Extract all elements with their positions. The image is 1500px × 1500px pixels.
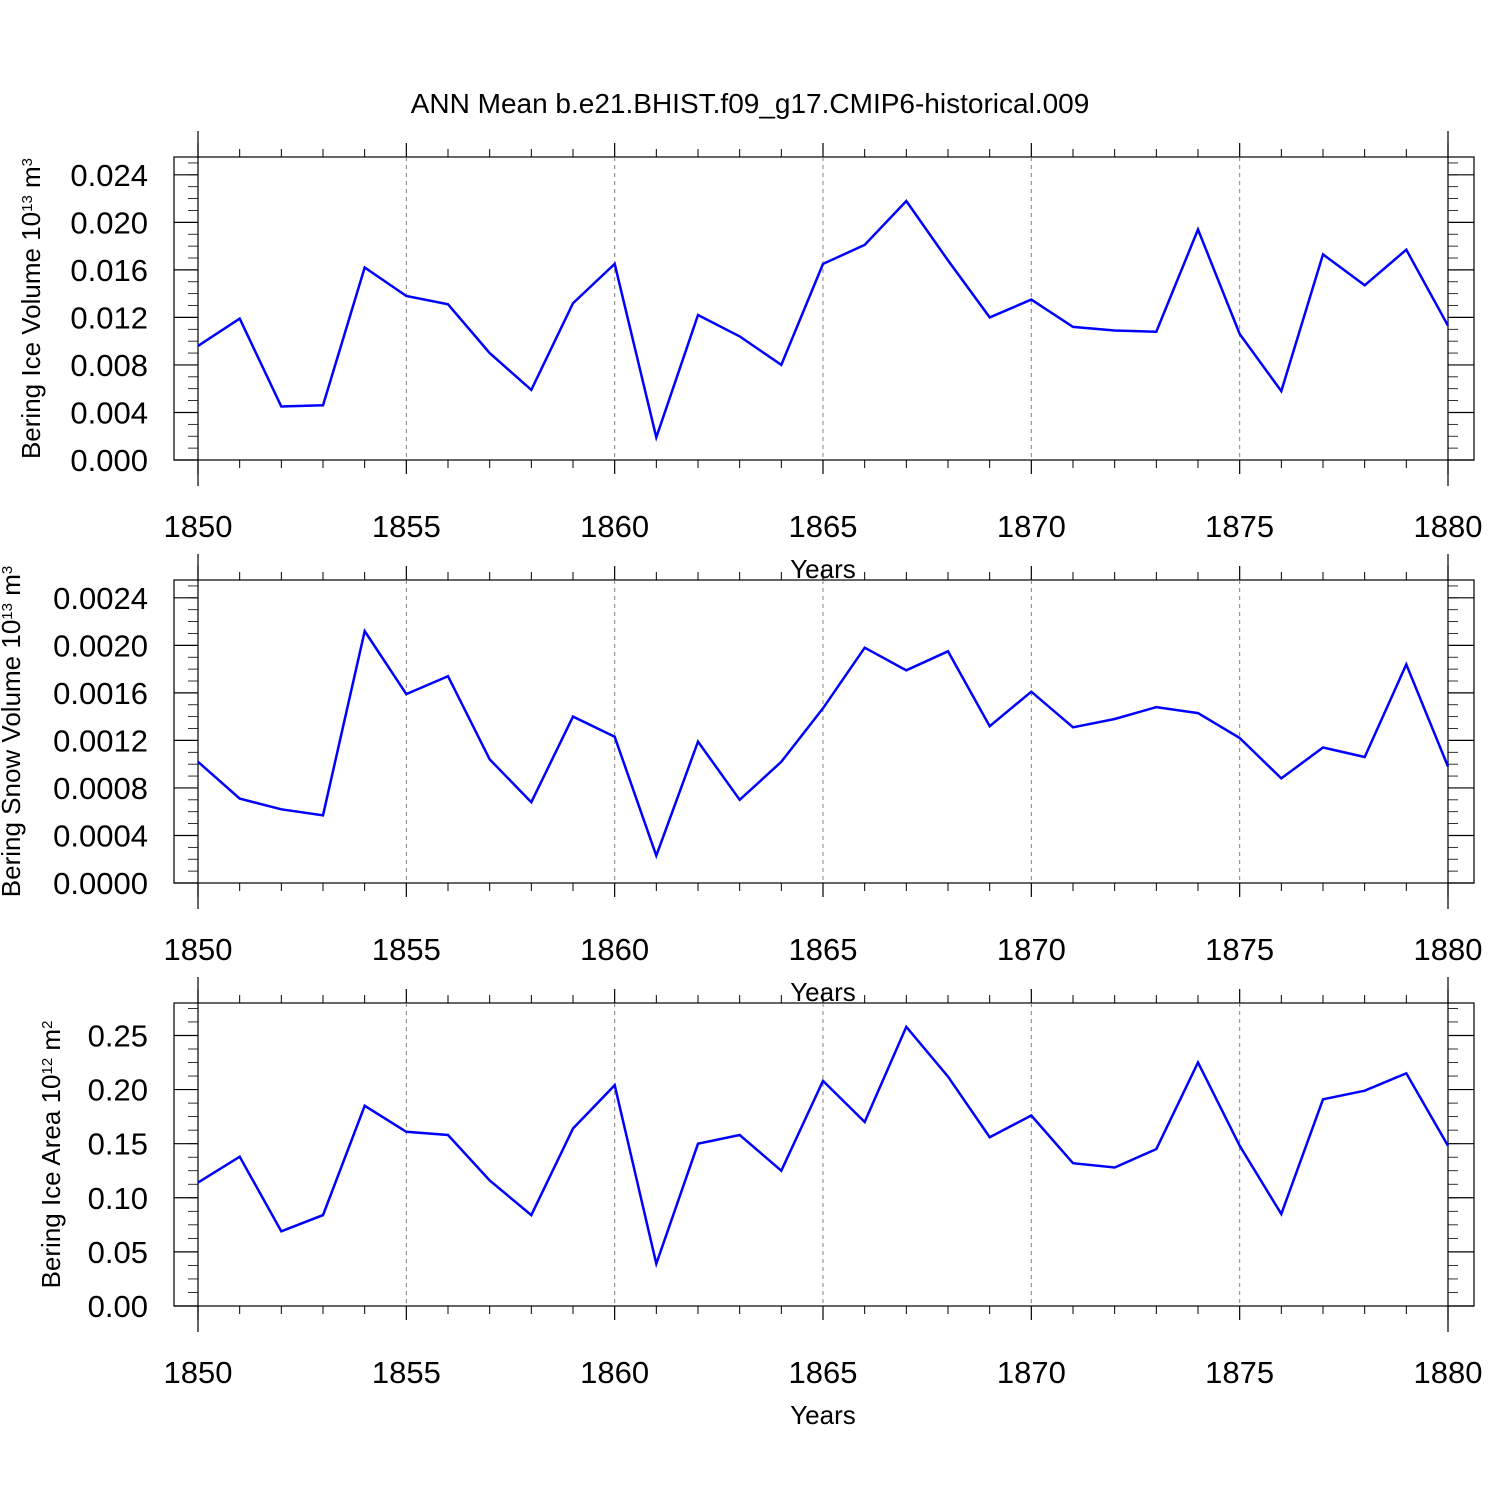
ice-area-panel: 1850 1855 1860 1865 1870 1875 1880 0.00 0.05 0.10… (36, 977, 1482, 1430)
x-tick-label: 1875 (1205, 509, 1274, 544)
x-axis-label: Years (790, 1400, 856, 1430)
y-tick-label: 0.0004 (53, 818, 148, 853)
x-tick-label: 1860 (580, 1355, 649, 1390)
y-tick-label: 0.00 (88, 1289, 148, 1324)
y-tick-label: 0.0000 (53, 866, 148, 901)
x-tick-label: 1875 (1205, 1355, 1274, 1390)
x-tick-label: 1880 (1414, 932, 1483, 967)
y-tick-label: 0.15 (88, 1127, 148, 1162)
plot-frame (173, 156, 1475, 461)
y-tick-label: 0.0008 (53, 771, 148, 806)
x-tick-label: 1855 (372, 1355, 441, 1390)
y-tick-label: 0.004 (70, 395, 148, 430)
y-axis-label: Bering Snow Volume 1013 m3 (0, 566, 26, 897)
y-tick-label: 0.0016 (53, 676, 148, 711)
y-tick-label: 0.024 (70, 158, 148, 193)
y-tick-label: 0.10 (88, 1181, 148, 1216)
y-axis-label: Bering Ice Area 1012 m2 (36, 1021, 66, 1289)
y-tick-label: 0.20 (88, 1073, 148, 1108)
x-tick-label: 1850 (164, 509, 233, 544)
snow-volume-panel: 1850 1855 1860 1865 1870 1875 1880 0.0000 0.0004… (0, 554, 1482, 1007)
x-tick-label: 1855 (372, 509, 441, 544)
plot-frame (173, 1002, 1475, 1307)
x-tick-label: 1850 (164, 932, 233, 967)
plot-frame (173, 579, 1475, 884)
x-tick-label: 1850 (164, 1355, 233, 1390)
y-tick-label: 0.25 (88, 1018, 148, 1053)
x-tick-label: 1860 (580, 509, 649, 544)
ice-volume-panel: 1850 1855 1860 1865 1870 1875 1880 0.000 0.004 0.… (16, 131, 1482, 584)
x-tick-label: 1870 (997, 509, 1066, 544)
x-tick-label: 1855 (372, 932, 441, 967)
x-tick-label: 1880 (1414, 1355, 1483, 1390)
x-tick-label: 1875 (1205, 932, 1274, 967)
x-tick-label: 1865 (789, 932, 858, 967)
y-tick-label: 0.008 (70, 348, 148, 383)
y-tick-label: 0.012 (70, 300, 148, 335)
x-tick-label: 1865 (789, 509, 858, 544)
y-tick-label: 0.0012 (53, 723, 148, 758)
x-tick-label: 1870 (997, 932, 1066, 967)
y-tick-label: 0.016 (70, 253, 148, 288)
y-tick-label: 0.0020 (53, 628, 148, 663)
y-tick-label: 0.000 (70, 443, 148, 478)
x-tick-label: 1860 (580, 932, 649, 967)
x-tick-label: 1880 (1414, 509, 1483, 544)
y-tick-label: 0.020 (70, 205, 148, 240)
figure-title: ANN Mean b.e21.BHIST.f09_g17.CMIP6-histo… (410, 88, 1090, 119)
y-tick-label: 0.0024 (53, 581, 148, 616)
x-tick-label: 1865 (789, 1355, 858, 1390)
y-axis-label: Bering Ice Volume 1013 m3 (16, 158, 46, 459)
y-tick-label: 0.05 (88, 1235, 148, 1270)
x-tick-label: 1870 (997, 1355, 1066, 1390)
